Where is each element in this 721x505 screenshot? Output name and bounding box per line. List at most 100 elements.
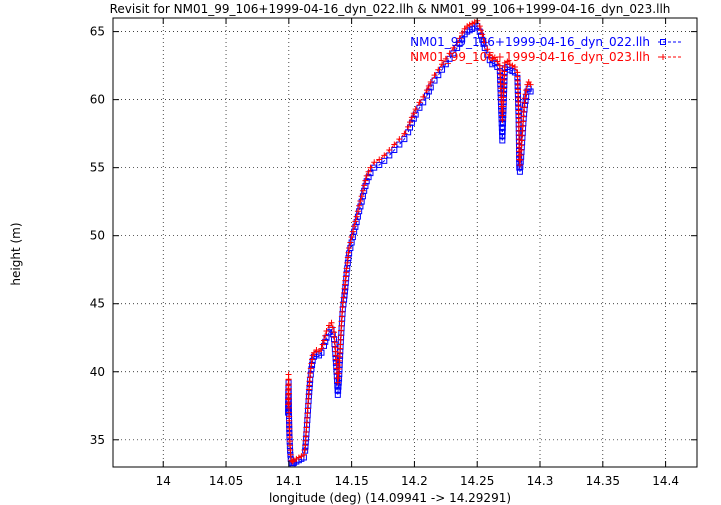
data-point <box>310 349 317 356</box>
data-point <box>450 44 457 51</box>
data-point <box>499 128 506 135</box>
data-point <box>416 99 423 106</box>
data-point <box>522 91 529 98</box>
y-tick-label: 35 <box>90 433 105 447</box>
data-point <box>461 25 468 32</box>
data-point <box>323 327 330 334</box>
data-point <box>329 324 336 331</box>
data-point <box>376 156 383 163</box>
data-point <box>509 62 516 69</box>
series-layer <box>285 18 534 467</box>
data-point <box>345 249 352 256</box>
x-tick-label: 14.15 <box>334 474 368 488</box>
data-point <box>349 228 356 235</box>
data-point <box>499 124 506 131</box>
x-tick-label: 14.05 <box>209 474 243 488</box>
data-point <box>298 453 305 460</box>
data-point <box>295 454 302 461</box>
data-point <box>405 123 412 130</box>
data-point <box>477 27 484 34</box>
data-point <box>504 58 511 65</box>
data-point <box>287 451 294 458</box>
data-point <box>471 19 478 26</box>
data-point <box>344 254 351 261</box>
data-point <box>439 61 446 68</box>
data-point <box>494 58 501 65</box>
data-point <box>486 51 493 58</box>
data-point <box>361 182 368 189</box>
data-point <box>301 446 308 453</box>
data-point <box>446 50 453 57</box>
data-point <box>357 198 364 205</box>
data-point <box>442 55 449 62</box>
data-point <box>527 88 534 95</box>
data-point <box>367 164 374 171</box>
data-point <box>354 208 361 215</box>
data-point <box>506 61 513 68</box>
legend: NM01_99_106+1999-04-16_dyn_022.llhNM01_9… <box>410 35 682 64</box>
data-point <box>521 95 528 102</box>
x-axis-label: longitude (deg) (14.09941 -> 14.29291) <box>269 491 511 505</box>
data-point <box>359 187 366 194</box>
data-point <box>356 202 363 209</box>
data-point <box>381 152 388 159</box>
data-point <box>500 116 507 123</box>
x-tick-label: 14.2 <box>401 474 428 488</box>
data-point <box>466 21 473 28</box>
data-point <box>313 346 320 353</box>
data-point <box>410 110 417 117</box>
legend-marker <box>660 54 666 60</box>
data-point <box>427 78 434 85</box>
x-tick-label: 14.1 <box>275 474 302 488</box>
y-axis-label: height (m) <box>9 222 23 285</box>
data-point <box>523 87 530 94</box>
series-1 <box>285 23 534 467</box>
data-point <box>320 337 327 344</box>
data-point <box>308 360 315 367</box>
x-tick-label: 14.25 <box>460 474 494 488</box>
data-point <box>456 35 463 42</box>
data-point <box>326 322 333 329</box>
data-point <box>300 451 307 458</box>
data-point <box>527 81 534 88</box>
data-point <box>319 341 326 348</box>
data-point <box>307 365 314 372</box>
data-point <box>484 46 491 53</box>
data-point <box>353 213 360 220</box>
data-point <box>351 223 358 230</box>
data-point <box>435 66 442 73</box>
series-2 <box>285 18 534 465</box>
x-tick-label: 14.3 <box>527 474 554 488</box>
y-tick-label: 55 <box>90 161 105 175</box>
data-point <box>391 141 398 148</box>
data-point <box>469 20 476 27</box>
data-point <box>322 332 329 339</box>
legend-marker <box>660 39 666 45</box>
series-line <box>287 20 532 463</box>
data-point <box>340 294 347 301</box>
y-tick-label: 45 <box>90 297 105 311</box>
data-point <box>386 146 393 153</box>
data-point <box>352 218 359 225</box>
data-point <box>425 83 432 90</box>
data-point <box>412 106 419 113</box>
series-line <box>287 25 532 466</box>
data-point <box>511 63 518 70</box>
data-point <box>464 23 471 30</box>
data-point <box>328 319 335 326</box>
data-point <box>365 168 372 175</box>
legend-label: NM01_99_106+1999-04-16_dyn_022.llh <box>410 35 650 49</box>
data-point <box>347 239 354 246</box>
axis-ticks: 14 14.05 14.1 14.15 14.2 14.25 14.3 14.35 14.4 35… <box>90 18 697 488</box>
data-point <box>334 391 341 398</box>
data-point <box>346 244 353 251</box>
data-point <box>499 133 506 140</box>
data-point <box>480 35 487 42</box>
data-point <box>459 29 466 36</box>
y-tick-label: 50 <box>90 229 105 243</box>
data-point <box>362 177 369 184</box>
grid <box>113 18 697 467</box>
legend-label: NM01_99_106+1999-04-16_dyn_023.llh <box>410 50 650 64</box>
data-point <box>479 31 486 38</box>
